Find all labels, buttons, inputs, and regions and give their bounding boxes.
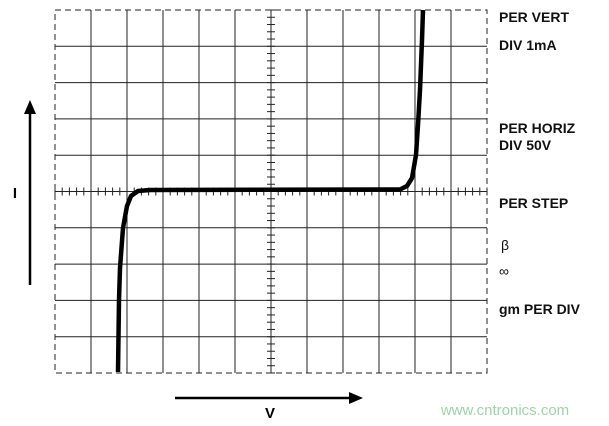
setting-text: gm PER DIV bbox=[499, 301, 581, 317]
setting-text: PER VERT bbox=[499, 9, 569, 25]
setting-text: DIV 50V bbox=[499, 137, 552, 153]
setting-text: ∞ bbox=[499, 263, 509, 279]
i-arrowhead bbox=[24, 100, 36, 114]
i-label: I bbox=[13, 185, 17, 202]
setting-text: DIV 1mA bbox=[499, 37, 557, 53]
v-arrowhead bbox=[349, 392, 363, 404]
watermark: www.cntronics.com bbox=[440, 402, 569, 419]
setting-text: PER HORIZ bbox=[499, 120, 576, 136]
iv-curve bbox=[115, 9, 426, 373]
setting-text: PER STEP bbox=[499, 195, 568, 211]
setting-text: β bbox=[501, 237, 509, 253]
v-label: V bbox=[265, 405, 275, 422]
